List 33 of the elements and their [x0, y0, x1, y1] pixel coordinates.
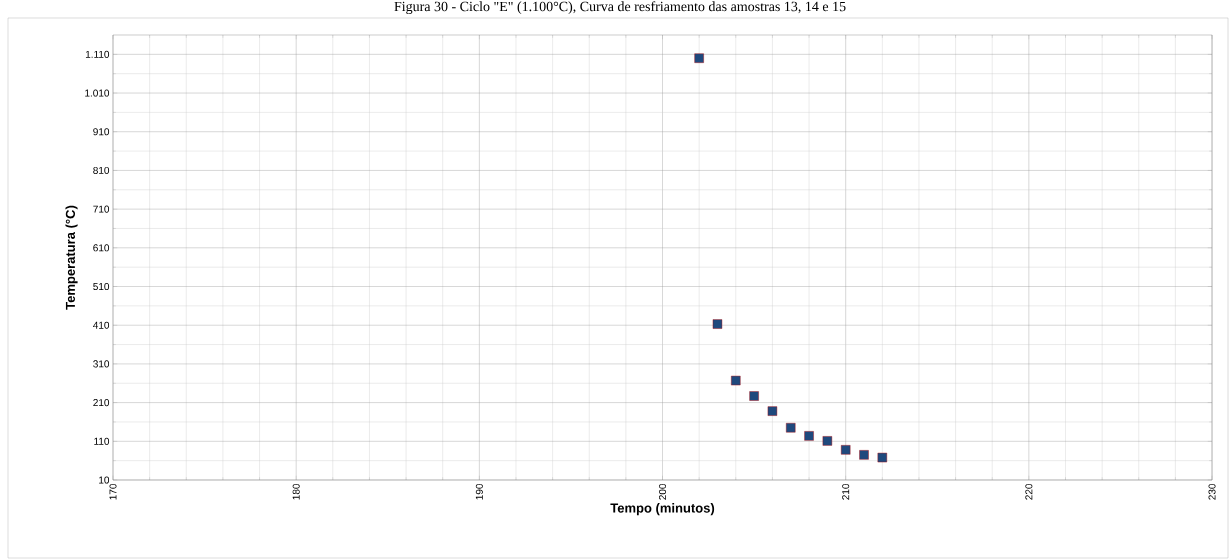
y-tick-label: 1.010 — [85, 89, 110, 97]
point — [804, 431, 814, 441]
y-axis-title: Temperatura (°C) — [65, 205, 78, 310]
x-tick-label: 180 — [292, 483, 300, 500]
x-tick-label: 220 — [1025, 483, 1033, 500]
point — [877, 452, 888, 463]
y-tick-label: 1.110 — [85, 50, 110, 58]
x-tick-label: 230 — [1208, 483, 1216, 500]
point — [822, 436, 833, 446]
y-tick-label: 310 — [93, 360, 110, 368]
x-tick-label: 170 — [109, 483, 117, 500]
y-tick-label: 810 — [93, 166, 110, 174]
y-tick-label: 910 — [93, 128, 110, 136]
x-axis-title: Tempo (minutos) — [610, 503, 715, 516]
x-tick-label: 200 — [658, 483, 667, 500]
y-tick-label: 210 — [93, 399, 110, 407]
point — [749, 391, 759, 401]
point — [859, 450, 869, 460]
point — [767, 406, 778, 416]
point — [731, 375, 741, 386]
y-tick-label: 710 — [93, 205, 110, 213]
y-tick-label: 610 — [93, 244, 110, 252]
chart-title: Figura 30 - Ciclo "E" (1.100°C), Curva de resfriamento das amostras 13, 14 e 15 — [394, 1, 846, 15]
y-tick-label: 510 — [93, 282, 110, 291]
point — [786, 423, 796, 433]
y-tick-label: 10 — [99, 476, 110, 484]
y-tick-label: 410 — [93, 321, 110, 329]
x-tick-label: 210 — [842, 483, 850, 500]
point — [712, 319, 723, 329]
point — [840, 445, 851, 455]
y-tick-label: 110 — [94, 437, 110, 445]
x-tick-label: 190 — [475, 483, 483, 500]
point — [694, 53, 704, 63]
